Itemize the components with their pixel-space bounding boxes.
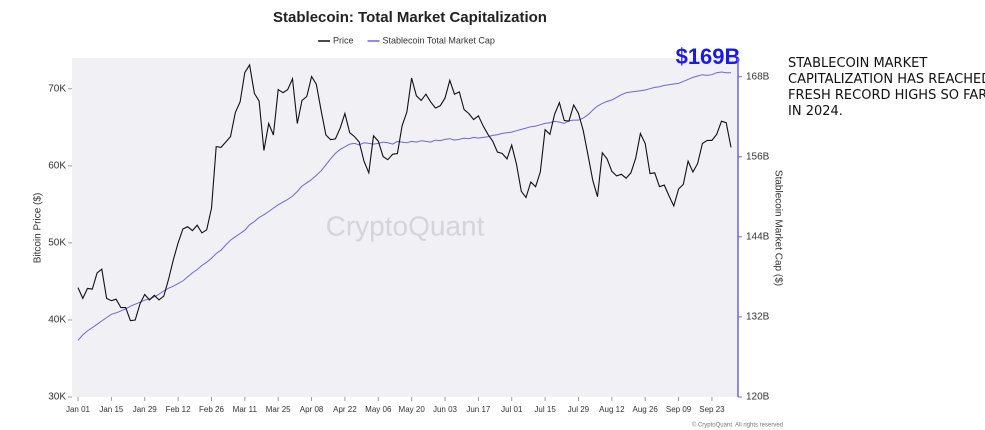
note-line: CAPITALIZATION HAS REACHED [788,72,985,87]
x-tick-label: Jan 01 [66,405,91,414]
x-tick-label: Sep 23 [699,405,725,414]
note-line: IN 2024. [788,104,843,119]
footer: © CryptoQuant. All rights reserved [692,422,783,429]
y-tick-label: 70K [48,83,66,94]
y-tick-label: 50K [48,238,66,249]
chart-title: Stablecoin: Total Market Capitalization [273,9,547,26]
note-line: STABLECOIN MARKET [788,56,928,71]
note: STABLECOIN MARKET CAPITALIZATION HAS REA… [788,56,985,120]
x-tick-label: Jan 15 [99,405,124,414]
x-tick-label: Apr 22 [333,405,357,414]
y2-tick-label: 144B [746,231,770,242]
y-tick-label: 30K [48,392,66,403]
plot-area [72,58,738,397]
series-line [77,63,732,322]
x-tick-label: Feb 26 [199,405,224,414]
annotation: $169B [676,44,741,69]
x-tick-label: Feb 12 [166,405,191,414]
series-line [77,71,731,341]
y2-tick-label: 120B [746,392,770,403]
y2-tick-label: 132B [746,312,770,323]
y2-tick-label: 168B [746,71,770,82]
x-tick-label: Apr 08 [300,405,324,414]
x-tick-label: Jul 01 [501,405,523,414]
y-axis-label: Bitcoin Price ($) [33,193,44,264]
x-tick-label: Jun 03 [433,405,458,414]
x-tick-label: Jul 15 [534,405,556,414]
y2-tick-label: 156B [746,151,770,162]
x-tick-label: Mar 25 [266,405,291,414]
y-tick-label: 40K [48,315,66,326]
legend-label: Stablecoin Total Market Cap [383,35,495,45]
x-tick-label: Sep 09 [666,405,692,414]
x-tick-label: Jan 29 [133,405,158,414]
y2-axis-label: Stablecoin Market Cap ($) [772,170,783,286]
watermark: CryptoQuant [326,210,485,241]
x-tick-label: Jun 17 [466,405,491,414]
x-tick-label: May 06 [365,405,392,414]
x-tick-label: Aug 12 [599,405,625,414]
x-tick-label: Jul 29 [568,405,590,414]
y-tick-label: 60K [48,161,66,172]
x-tick-label: Mar 11 [233,405,258,414]
note-line: FRESH RECORD HIGHS SO FAR [788,88,985,103]
x-tick-label: May 20 [399,405,426,414]
legend-label: Price [333,35,354,45]
x-tick-label: Aug 26 [633,405,659,414]
